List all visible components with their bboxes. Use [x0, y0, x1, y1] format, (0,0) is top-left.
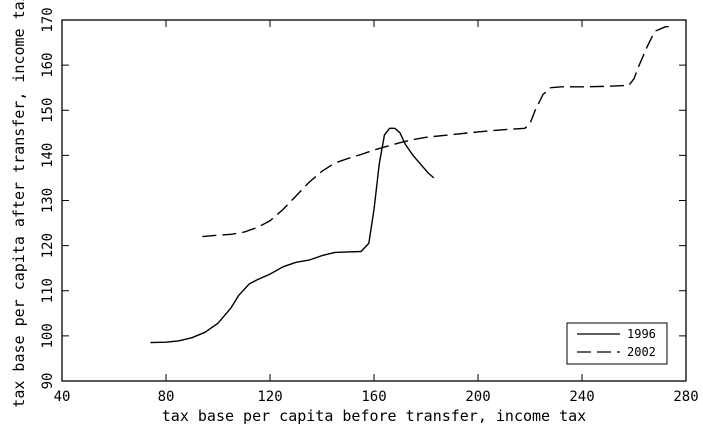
- y-tick-label: 90: [40, 373, 56, 390]
- series-line-2002: [202, 25, 674, 238]
- y-tick-label: 150: [40, 98, 56, 123]
- y-tick-label: 130: [40, 188, 56, 213]
- legend: 1996 2002: [566, 322, 668, 365]
- series-line-1996: [150, 127, 435, 344]
- series-lines: [150, 25, 674, 344]
- y-tick-label: 120: [40, 233, 56, 258]
- x-axis-label: tax base per capita before transfer, inc…: [162, 407, 586, 425]
- axis-ticks: [61, 19, 687, 382]
- y-axis-label: tax base per capita after transfer, inco…: [10, 0, 28, 408]
- x-tick-label: 40: [54, 389, 71, 405]
- y-tick-label: 100: [40, 323, 56, 348]
- x-tick-label: 200: [465, 389, 490, 405]
- legend-label-2002: 2002: [627, 345, 656, 359]
- x-tick-label: 80: [158, 389, 175, 405]
- y-tick-label: 110: [40, 278, 56, 303]
- legend-label-1996: 1996: [627, 327, 656, 341]
- legend-box: [566, 322, 668, 365]
- y-tick-label: 140: [40, 143, 56, 168]
- x-tick-label: 120: [257, 389, 282, 405]
- axis-tick-labels: 40 80 120 160 200 240 280 90 100 110 120 130 140 150 1…: [40, 7, 699, 405]
- x-tick-label: 240: [569, 389, 594, 405]
- y-tick-label: 170: [40, 7, 56, 32]
- x-tick-label: 280: [673, 389, 698, 405]
- y-tick-label: 160: [40, 52, 56, 77]
- x-tick-label: 160: [361, 389, 386, 405]
